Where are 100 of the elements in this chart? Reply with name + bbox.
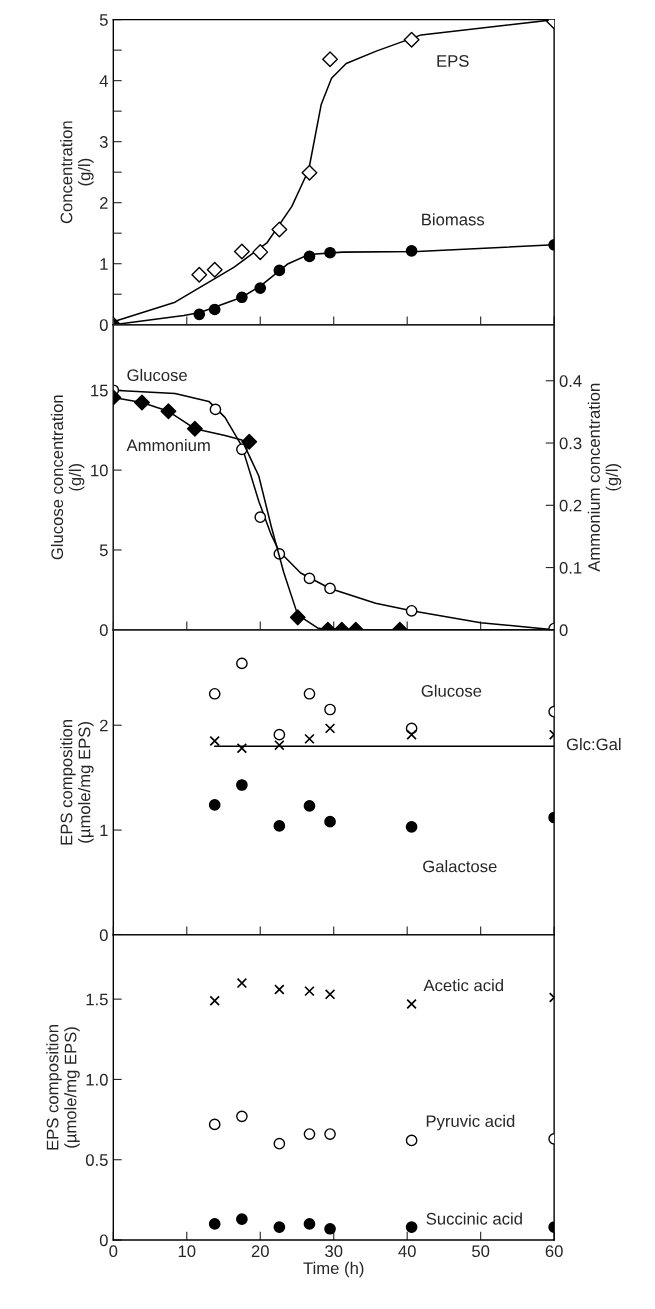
point — [209, 995, 220, 1006]
series-label: Pyruvic acid — [426, 1114, 515, 1131]
y-tick-label: 0 — [99, 319, 108, 331]
y-tick-label: 1 — [100, 258, 108, 270]
point — [273, 1221, 286, 1234]
point — [405, 245, 418, 257]
point — [236, 977, 248, 989]
y-tick-label: 4 — [99, 75, 108, 87]
point — [254, 282, 267, 294]
point — [206, 261, 223, 278]
series-label: Succinic acid — [426, 1212, 522, 1225]
y-tick-label: 10 — [91, 464, 108, 477]
point — [303, 250, 316, 263]
x-tick-label: 50 — [472, 1245, 490, 1258]
point — [193, 308, 206, 321]
y2-tick-label: 0.4 — [559, 375, 582, 387]
y-axis-title: Concentration (g/l) — [60, 121, 94, 224]
series-label: Acetic acid — [423, 979, 503, 992]
y-tick-label: 3 — [99, 136, 108, 148]
point — [252, 244, 269, 261]
point — [303, 800, 316, 812]
point — [236, 291, 248, 304]
y2-tick-label: 0.3 — [559, 437, 582, 450]
series-label: Glucose — [421, 684, 482, 697]
y-tick-label: 2 — [100, 719, 108, 732]
x-tick-label: 30 — [325, 1245, 343, 1258]
point — [273, 1137, 286, 1150]
y-tick-label: 0 — [99, 624, 108, 637]
point — [208, 1218, 221, 1230]
point — [405, 1134, 418, 1147]
point — [322, 51, 339, 68]
point — [406, 729, 417, 740]
y-tick-label: 1 — [100, 824, 108, 837]
y-tick-label: 1.5 — [86, 993, 108, 1006]
point — [241, 433, 258, 450]
point — [209, 735, 220, 747]
point — [324, 989, 336, 1000]
point — [208, 799, 221, 811]
point — [324, 723, 336, 734]
point — [186, 420, 203, 437]
series-label: Glc:Gal — [566, 737, 621, 751]
y2-axis-title: Ammonium concentration (g/l) — [587, 383, 622, 572]
y-tick-label: 15 — [91, 384, 108, 397]
point — [406, 998, 417, 1010]
point — [274, 739, 285, 751]
y-tick-label: 5 — [99, 14, 108, 26]
point — [191, 266, 208, 283]
point — [324, 815, 336, 828]
x-tick-label: 10 — [178, 1245, 196, 1258]
y-axis-title: EPS composition (µmole/mg EPS) — [46, 1025, 80, 1150]
point — [303, 572, 316, 585]
x-tick-label: 20 — [251, 1245, 269, 1258]
point — [236, 1213, 248, 1225]
point — [233, 243, 250, 260]
point — [405, 1221, 418, 1234]
y-tick-label: 0 — [99, 1234, 108, 1247]
point — [236, 779, 248, 791]
point — [324, 1128, 336, 1140]
y-tick-label: 1.0 — [86, 1073, 108, 1086]
x-axis-title: Time (h) — [303, 1261, 364, 1278]
point — [274, 984, 285, 995]
series-label: Ammonium — [126, 439, 210, 452]
y-tick-label: 2 — [100, 197, 108, 209]
series-label: Biomass — [422, 213, 485, 226]
point — [271, 221, 288, 238]
point — [324, 246, 336, 259]
point — [236, 1110, 248, 1123]
series-label: Glucose — [127, 368, 187, 382]
point — [133, 394, 150, 411]
point — [208, 303, 221, 316]
point — [324, 703, 336, 716]
point — [273, 820, 286, 832]
point — [324, 1222, 336, 1235]
point — [405, 604, 418, 617]
series-label: Galactose — [423, 860, 497, 873]
y-tick-label: 5 — [99, 544, 108, 557]
x-tick-label: 40 — [398, 1245, 416, 1258]
y2-tick-label: 0 — [559, 624, 568, 637]
point — [304, 985, 315, 997]
point — [209, 403, 222, 416]
series-label: EPS — [437, 55, 469, 67]
point — [208, 687, 221, 700]
y-axis-title: Glucose concentration (g/l) — [50, 395, 85, 560]
point — [405, 821, 418, 833]
x-tick-label: 0 — [109, 1245, 118, 1258]
x-tick-label: 60 — [545, 1245, 563, 1258]
point — [236, 743, 248, 754]
point — [303, 687, 316, 700]
point — [301, 164, 318, 181]
point — [324, 582, 336, 595]
point — [303, 1128, 316, 1140]
point — [304, 733, 315, 745]
point — [208, 1118, 221, 1131]
y-tick-label: 0.5 — [85, 1154, 108, 1166]
point — [160, 403, 177, 420]
point — [273, 728, 286, 741]
point — [273, 264, 286, 277]
point — [254, 511, 267, 524]
point — [236, 657, 248, 670]
point — [303, 1218, 316, 1230]
